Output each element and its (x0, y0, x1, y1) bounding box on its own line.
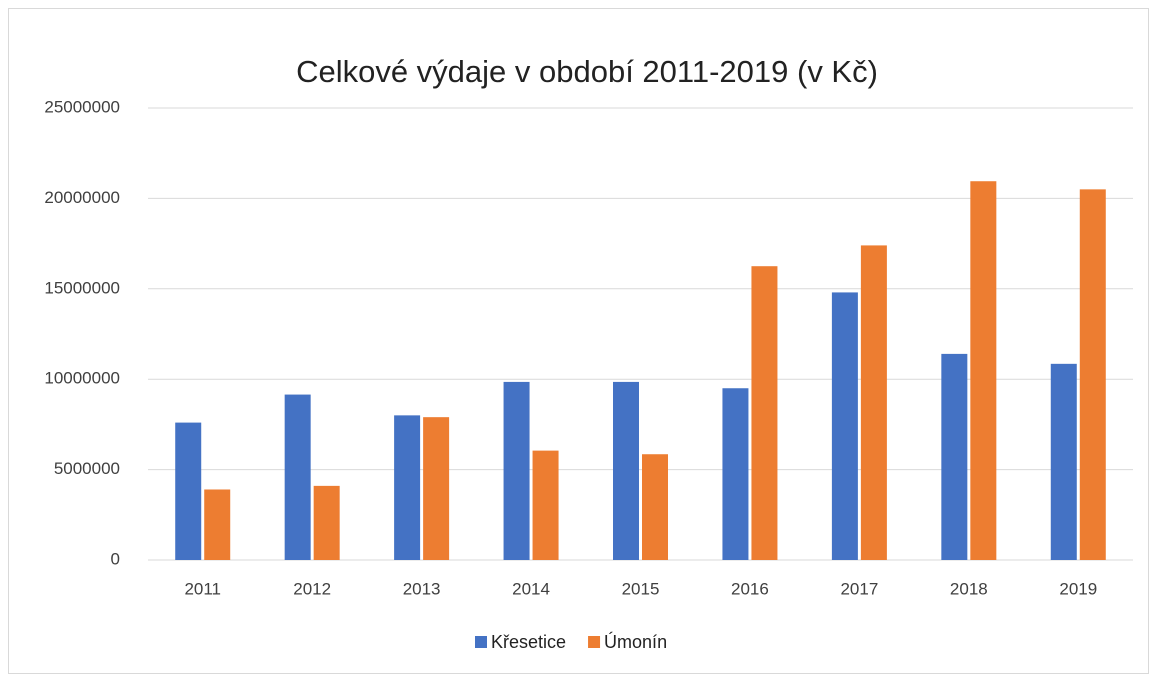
bar (503, 381, 530, 560)
legend-swatch (475, 636, 487, 648)
x-tick-label: 2018 (950, 579, 988, 598)
x-tick-label: 2012 (293, 579, 331, 598)
bar (860, 245, 887, 560)
y-tick-label: 20000000 (44, 188, 120, 207)
bar (1079, 189, 1106, 561)
y-tick-label: 15000000 (44, 278, 120, 297)
bar (831, 292, 858, 560)
x-tick-label: 2016 (731, 579, 769, 598)
bar (175, 422, 202, 560)
bar (751, 266, 778, 560)
legend-label: Úmonín (604, 631, 667, 652)
chart-title: Celkové výdaje v období 2011-2019 (v Kč) (296, 54, 878, 89)
x-tick-label: 2013 (403, 579, 441, 598)
bar (970, 181, 997, 560)
bar (722, 388, 749, 560)
bar (394, 415, 421, 560)
bar (423, 417, 450, 560)
bar (313, 485, 340, 560)
y-tick-label: 25000000 (44, 97, 120, 116)
x-tick-label: 2015 (622, 579, 660, 598)
x-tick-label: 2019 (1059, 579, 1097, 598)
x-tick-label: 2011 (184, 579, 221, 598)
bar (941, 353, 968, 560)
x-tick-label: 2017 (840, 579, 878, 598)
chart-frame (8, 8, 1149, 674)
legend-label: Křesetice (491, 632, 566, 652)
y-tick-label: 10000000 (44, 369, 120, 388)
legend-swatch (588, 636, 601, 648)
bar (642, 454, 668, 560)
bar (284, 394, 311, 560)
bar (1050, 363, 1077, 560)
bar (613, 381, 639, 560)
x-tick-label: 2014 (512, 579, 550, 598)
bar (532, 450, 559, 560)
bar (204, 489, 231, 560)
y-tick-label: 5000000 (54, 459, 120, 478)
y-tick-label: 0 (111, 549, 120, 568)
